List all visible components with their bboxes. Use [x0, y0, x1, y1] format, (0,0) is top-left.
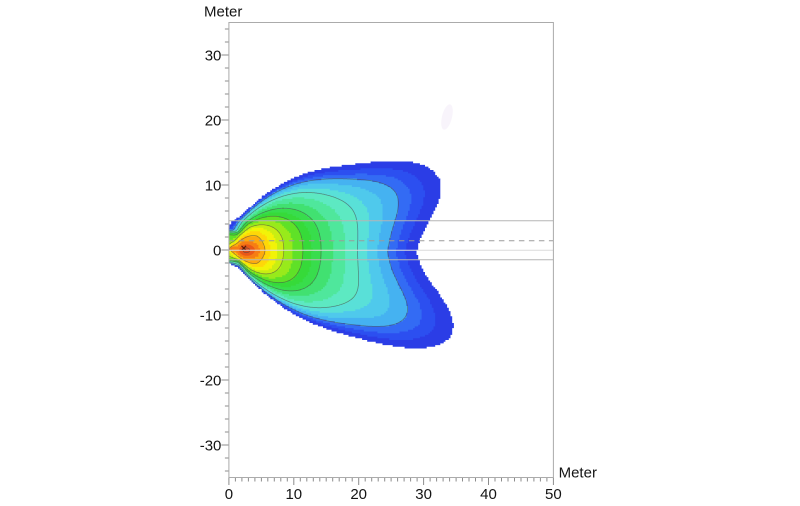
svg-text:0: 0 [213, 242, 221, 259]
svg-text:40: 40 [480, 486, 497, 503]
svg-text:30: 30 [415, 486, 432, 503]
svg-text:10: 10 [205, 177, 222, 194]
svg-text:0: 0 [225, 486, 233, 503]
svg-text:-20: -20 [200, 372, 222, 389]
svg-text:50: 50 [545, 486, 562, 503]
svg-text:20: 20 [350, 486, 367, 503]
svg-text:10: 10 [285, 486, 302, 503]
svg-text:30: 30 [205, 47, 222, 64]
svg-text:20: 20 [205, 112, 222, 129]
svg-text:Meter: Meter [204, 4, 242, 21]
svg-text:-10: -10 [200, 307, 222, 324]
svg-text:-30: -30 [200, 437, 222, 454]
svg-text:Meter: Meter [559, 464, 597, 481]
